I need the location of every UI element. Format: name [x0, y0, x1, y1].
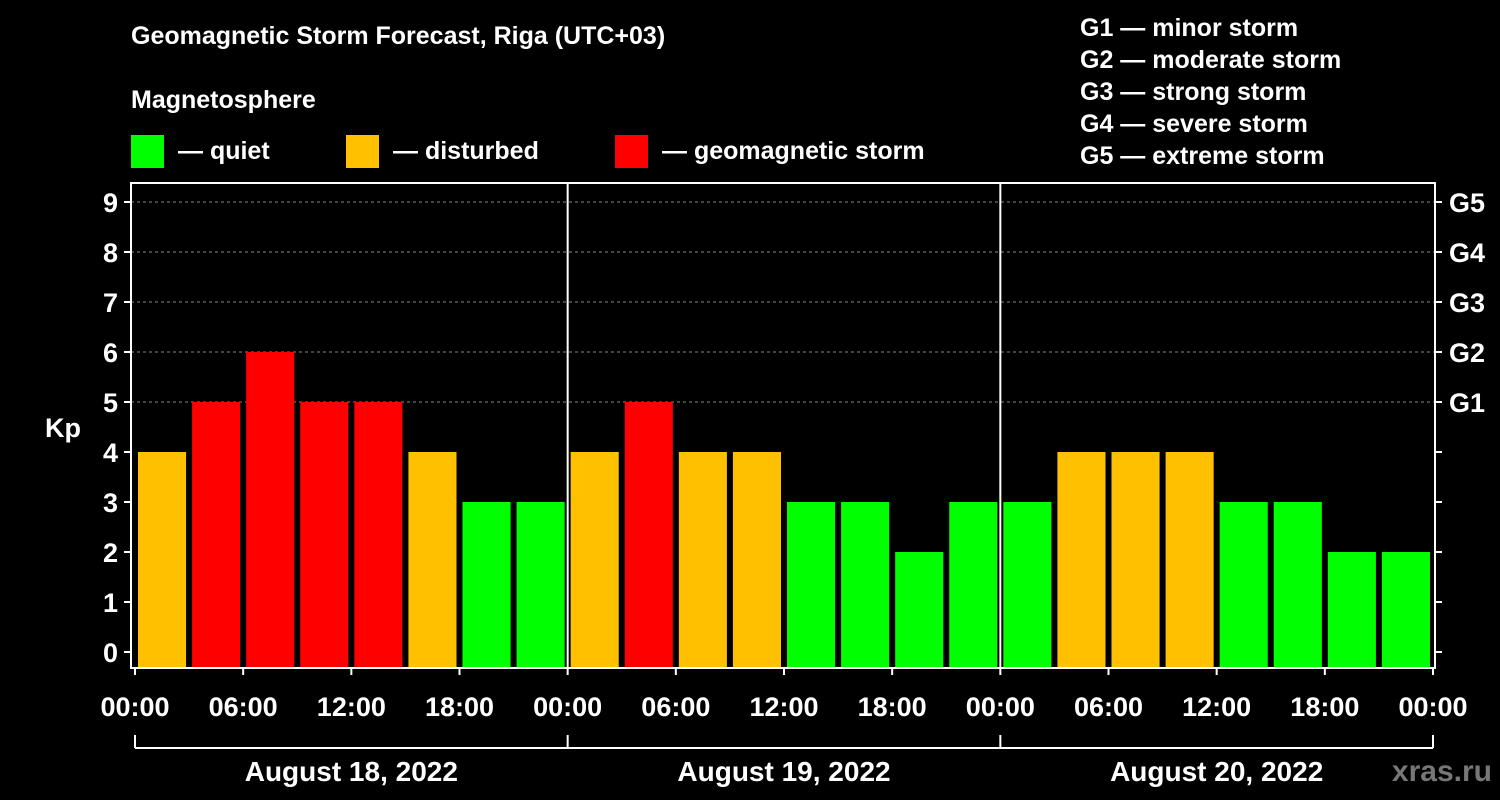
legend-quiet: — quiet	[131, 134, 270, 168]
watermark: xras.ru	[1391, 755, 1492, 788]
kp-bar	[1003, 502, 1052, 668]
day-label: August 20, 2022	[1110, 756, 1323, 787]
x-tick-label: 00:00	[100, 692, 169, 722]
chart-title: Geomagnetic Storm Forecast, Riga (UTC+03…	[131, 22, 666, 50]
kp-bar	[841, 502, 890, 668]
storm-swatch	[615, 134, 648, 168]
kp-bar	[1165, 452, 1214, 668]
x-tick-label: 06:00	[641, 692, 710, 722]
kp-bar	[624, 402, 673, 668]
storm-scale-g3: G3 — strong storm	[1080, 78, 1307, 106]
kp-bar	[408, 452, 457, 668]
x-tick-label: 00:00	[533, 692, 602, 722]
magnetosphere-label: Magnetosphere	[131, 86, 316, 114]
y-tick-label: 6	[103, 338, 118, 368]
kp-bar	[895, 552, 944, 668]
kp-bar	[138, 452, 187, 668]
x-tick-label: 06:00	[1074, 692, 1143, 722]
y-tick-label: 4	[103, 438, 118, 468]
kp-bar	[1111, 452, 1160, 668]
legend-storm: — geomagnetic storm	[615, 134, 925, 168]
legend-disturbed-label: — disturbed	[393, 136, 539, 165]
kp-bar	[246, 352, 295, 668]
legend-storm-label: — geomagnetic storm	[662, 136, 925, 165]
kp-bar	[1273, 502, 1322, 668]
y-axis-label: Kp	[45, 413, 81, 443]
g-level-label: G2	[1449, 338, 1485, 368]
x-tick-label: 00:00	[966, 692, 1035, 722]
disturbed-swatch	[346, 134, 379, 168]
kp-bar	[570, 452, 619, 668]
x-tick-label: 12:00	[1182, 692, 1251, 722]
storm-scale-g5: G5 — extreme storm	[1080, 142, 1325, 170]
kp-bar	[732, 452, 781, 668]
kp-bar	[1057, 452, 1106, 668]
g-level-label: G4	[1449, 238, 1485, 268]
kp-bar	[1219, 502, 1268, 668]
day-label: August 19, 2022	[677, 756, 890, 787]
g-level-label: G1	[1449, 388, 1485, 418]
y-tick-label: 1	[103, 588, 118, 618]
kp-bar	[678, 452, 727, 668]
kp-bar	[787, 502, 836, 668]
storm-scale-g1: G1 — minor storm	[1080, 14, 1299, 42]
x-tick-label: 00:00	[1398, 692, 1467, 722]
kp-bar	[354, 402, 403, 668]
y-tick-label: 8	[103, 238, 118, 268]
x-tick-label: 18:00	[425, 692, 494, 722]
kp-bar	[949, 502, 998, 668]
kp-bar	[516, 502, 565, 668]
y-tick-label: 7	[103, 288, 118, 318]
x-tick-label: 18:00	[1290, 692, 1359, 722]
g-level-label: G3	[1449, 288, 1485, 318]
y-tick-label: 0	[103, 638, 118, 668]
storm-scale-g2: G2 — moderate storm	[1080, 46, 1342, 74]
y-tick-label: 9	[103, 188, 118, 218]
kp-bar	[1327, 552, 1376, 668]
g-level-label: G5	[1449, 188, 1485, 218]
x-tick-label: 06:00	[209, 692, 278, 722]
x-tick-label: 12:00	[749, 692, 818, 722]
x-tick-label: 18:00	[858, 692, 927, 722]
kp-bar	[300, 402, 349, 668]
y-tick-label: 2	[103, 538, 118, 568]
y-tick-label: 3	[103, 488, 118, 518]
y-tick-label: 5	[103, 388, 118, 418]
legend-quiet-label: — quiet	[178, 136, 270, 165]
x-tick-label: 12:00	[317, 692, 386, 722]
day-label: August 18, 2022	[245, 756, 458, 787]
kp-bar	[192, 402, 241, 668]
quiet-swatch	[131, 134, 164, 168]
storm-scale-g4: G4 — severe storm	[1080, 110, 1308, 138]
kp-bar	[462, 502, 511, 668]
kp-bar	[1381, 552, 1430, 668]
legend-disturbed: — disturbed	[346, 134, 539, 168]
